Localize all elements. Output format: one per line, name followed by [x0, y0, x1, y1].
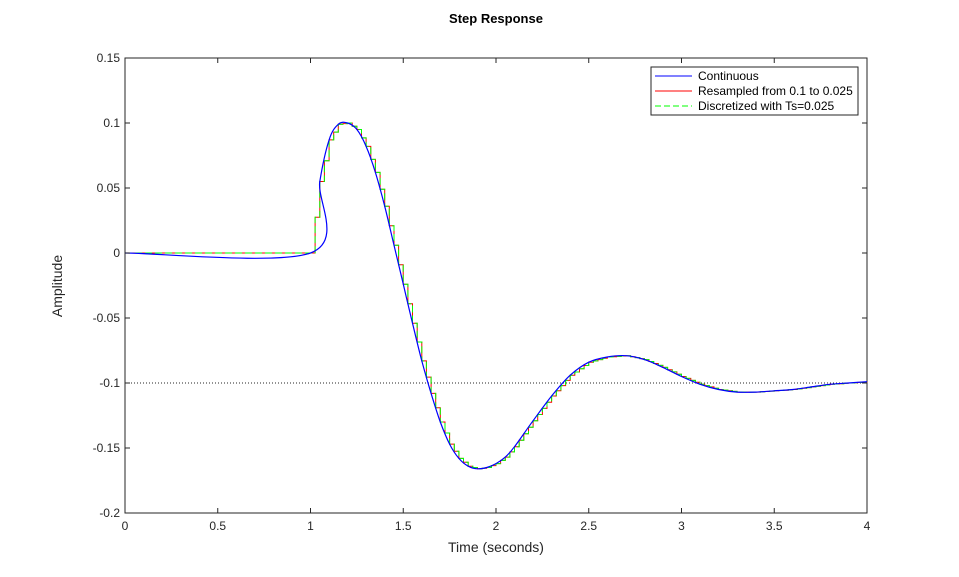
tick-layer: 0 0.5 1 1.5 2 2.5 3 3.5 4 0.15 0.1 0.05 0 -0.05 -0.1 -0…	[93, 51, 871, 533]
y-axis-title: Amplitude	[49, 255, 65, 317]
y-tick-label: 0.15	[97, 51, 121, 65]
x-tick-label: 3	[678, 519, 685, 533]
legend-label-discretized: Discretized with Ts=0.025	[698, 99, 835, 113]
y-tick-label: -0.1	[99, 376, 120, 390]
legend-label-continuous: Continuous	[698, 69, 759, 83]
x-tick-label: 0.5	[209, 519, 226, 533]
y-tick-label: -0.2	[99, 506, 120, 520]
x-tick-label: 4	[864, 519, 871, 533]
series-continuous-line	[124, 121, 868, 470]
y-tick-label: 0	[113, 246, 120, 260]
legend: Continuous Resampled from 0.1 to 0.025 D…	[650, 66, 859, 116]
plot-area	[124, 57, 868, 514]
chart-title: Step Response	[449, 11, 543, 26]
x-tick-label: 1	[307, 519, 314, 533]
x-tick-label: 1.5	[395, 519, 412, 533]
x-tick-label: 0	[122, 519, 129, 533]
y-tick-label: 0.1	[103, 116, 120, 130]
legend-label-resampled: Resampled from 0.1 to 0.025	[698, 84, 853, 98]
y-tick-label: -0.05	[93, 311, 121, 325]
x-tick-label: 2	[493, 519, 500, 533]
series-layer	[124, 121, 868, 470]
y-tick-label: 0.05	[97, 181, 121, 195]
x-axis-title: Time (seconds)	[448, 539, 544, 555]
x-tick-label: 2.5	[580, 519, 597, 533]
y-tick-label: -0.15	[93, 441, 121, 455]
x-tick-label: 3.5	[766, 519, 783, 533]
